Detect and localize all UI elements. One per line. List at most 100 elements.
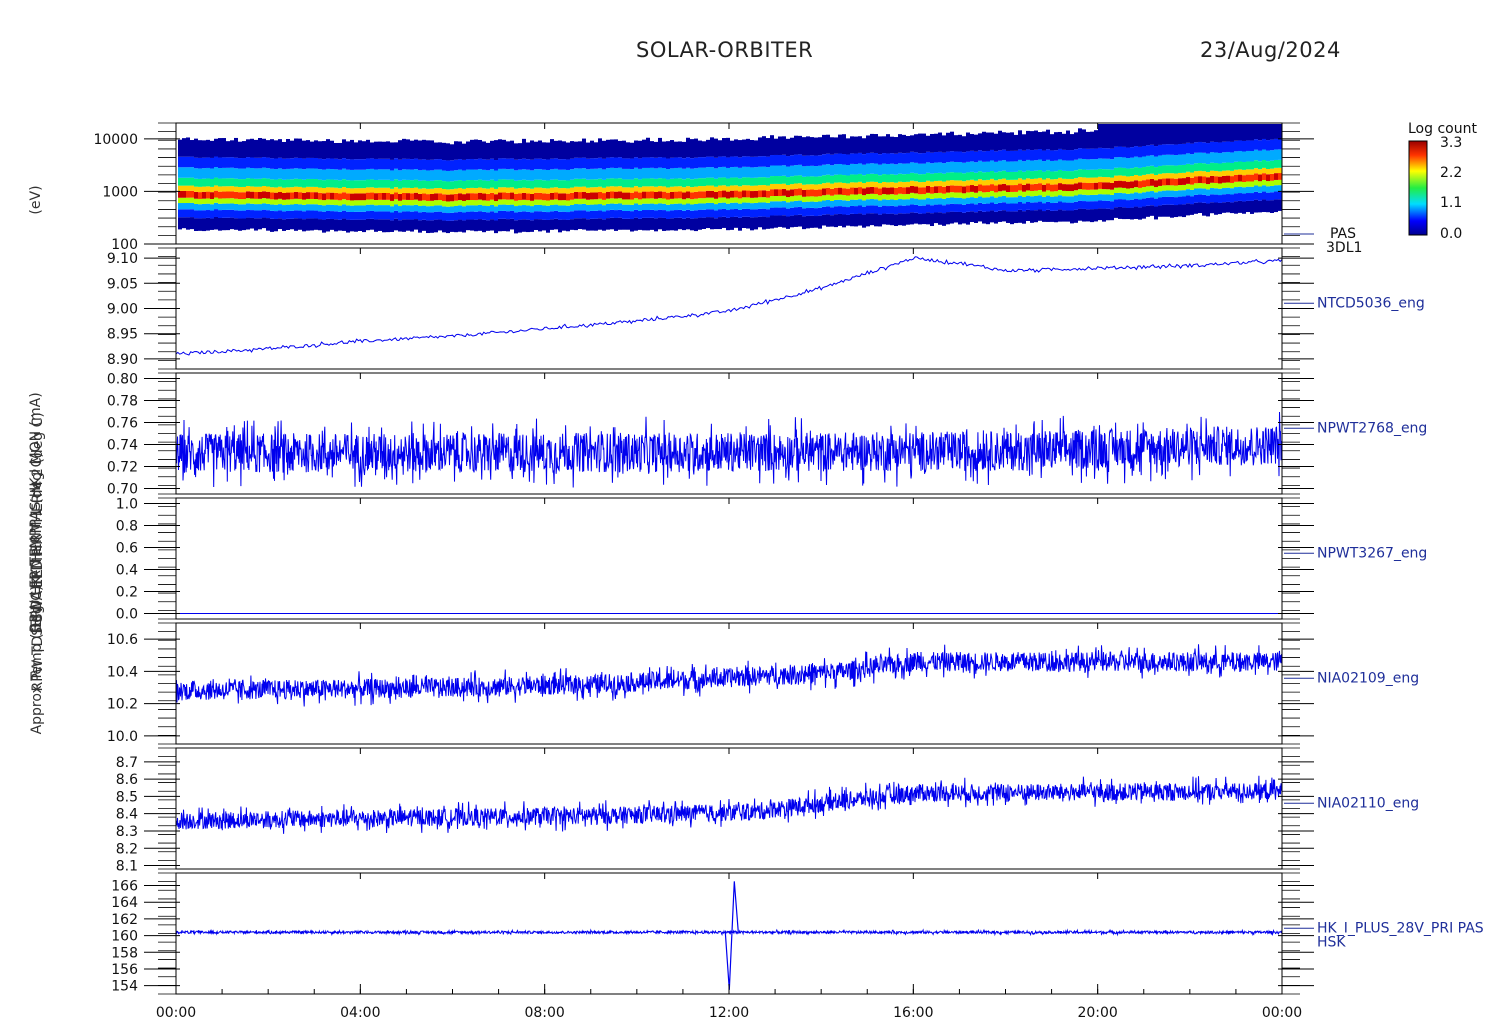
spectrogram-cell	[1218, 176, 1222, 184]
y-tick-label: 8.1	[116, 859, 138, 875]
spectrogram-cell	[1234, 124, 1238, 141]
spectrogram-cell	[434, 169, 438, 181]
spectrogram-cell	[1122, 167, 1126, 176]
spectrogram-cell	[782, 195, 786, 202]
spectrogram-cell	[690, 168, 694, 180]
spectrogram-cell	[794, 200, 798, 208]
spectrogram-cell	[626, 158, 630, 169]
y-tick-label: 156	[111, 962, 138, 978]
spectrogram-cell	[1246, 140, 1250, 151]
spectrogram-cell	[834, 137, 838, 154]
spectrogram-cell	[486, 200, 490, 207]
spectrogram-cell	[330, 179, 334, 188]
spectrogram-cell	[1230, 188, 1234, 195]
spectrogram-cell	[1086, 177, 1090, 184]
spectrogram-cell	[1110, 209, 1114, 221]
series-label: PAS	[1330, 226, 1356, 242]
spectrogram-cell	[962, 181, 966, 187]
spectrogram-cell	[410, 180, 414, 189]
spectrogram-cell	[1178, 124, 1182, 145]
spectrogram-cell	[634, 203, 638, 210]
spectrogram-cell	[678, 198, 682, 204]
spectrogram-cell	[382, 169, 386, 180]
spectrogram-cell	[482, 211, 486, 220]
spectrogram-cell	[678, 209, 682, 218]
spectrogram-cell	[314, 157, 318, 169]
spectrogram-cell	[730, 156, 734, 168]
spectrogram-cell	[846, 154, 850, 165]
spectrogram-cell	[998, 179, 1002, 185]
spectrogram-cell	[674, 186, 678, 192]
spectrogram-cell	[974, 192, 978, 198]
spectrogram-cell	[1046, 195, 1050, 202]
spectrogram-cell	[898, 205, 902, 214]
spectrogram-cell	[1074, 209, 1078, 223]
spectrogram-cell	[266, 186, 270, 192]
spectrogram-cell	[562, 169, 566, 181]
spectrogram-cell	[1018, 159, 1022, 171]
spectrogram-cell	[738, 198, 742, 204]
spectrogram-cell	[758, 166, 762, 178]
spectrogram-cell	[834, 174, 838, 183]
spectrogram-cell	[206, 203, 210, 211]
spectrogram-cell	[226, 141, 230, 158]
spectrogram-cell	[358, 140, 362, 160]
spectrogram-cell	[950, 172, 954, 181]
spectrogram-cell	[706, 190, 710, 198]
spectrogram-cell	[874, 152, 878, 164]
spectrogram-cell	[818, 196, 822, 202]
spectrogram-cell	[874, 205, 878, 214]
spectrogram-cell	[938, 192, 942, 199]
spectrogram-cell	[246, 178, 250, 187]
spectrogram-cell	[746, 197, 750, 203]
spectrogram-cell	[1086, 169, 1090, 178]
spectrogram-cell	[790, 196, 794, 202]
spectrogram-cell	[1154, 206, 1158, 220]
spectrogram-cell	[1038, 177, 1042, 184]
spectrogram-cell	[282, 187, 286, 193]
spectrogram-cell	[1018, 170, 1022, 179]
spectrogram-cell	[606, 178, 610, 187]
spectrogram-cell	[510, 158, 514, 169]
spectrogram-cell	[270, 218, 274, 232]
spectrogram-cell	[1098, 168, 1102, 177]
spectrogram-cell	[1110, 201, 1114, 210]
spectrogram-cell	[1158, 205, 1162, 217]
spectrogram-cell	[846, 200, 850, 208]
spectrogram-cell	[642, 178, 646, 187]
spectrogram-cell	[722, 138, 726, 157]
spectrogram-cell	[530, 188, 534, 194]
spectrogram-cell	[1258, 181, 1262, 187]
spectrogram-cell	[318, 192, 322, 200]
spectrogram-cell	[374, 187, 378, 194]
spectrogram-cell	[1006, 191, 1010, 198]
spectrogram-cell	[1014, 134, 1018, 151]
spectrogram-cell	[482, 141, 486, 160]
spectrogram-cell	[306, 140, 310, 158]
spectrogram-cell	[970, 197, 974, 204]
spectrogram-cell	[1054, 196, 1058, 203]
spectrogram-cell	[694, 198, 698, 204]
spectrogram-cell	[1094, 194, 1098, 202]
spectrogram-cell	[806, 196, 810, 202]
spectrogram-cell	[746, 216, 750, 229]
spectrogram-cell	[1226, 187, 1230, 195]
spectrogram-cell	[1270, 185, 1274, 193]
spectrogram-cell	[486, 206, 490, 213]
spectrogram-cell	[694, 186, 698, 192]
spectrogram-cell	[898, 163, 902, 174]
spectrogram-cell	[854, 182, 858, 188]
spectrogram-cell	[998, 210, 1002, 222]
spectrogram-cell	[1026, 178, 1030, 184]
spectrogram-cell	[798, 154, 802, 165]
spectrogram-cell	[230, 217, 234, 230]
spectrogram-cell	[366, 168, 370, 180]
spectrogram-cell	[1114, 167, 1118, 176]
spectrogram-cell	[1110, 189, 1114, 195]
spectrogram-cell	[762, 166, 766, 178]
spectrogram-cell	[214, 202, 218, 210]
spectrogram-cell	[230, 167, 234, 179]
spectrogram-cell	[946, 172, 950, 181]
spectrogram-cell	[322, 205, 326, 212]
spectrogram-cell	[1226, 182, 1230, 188]
